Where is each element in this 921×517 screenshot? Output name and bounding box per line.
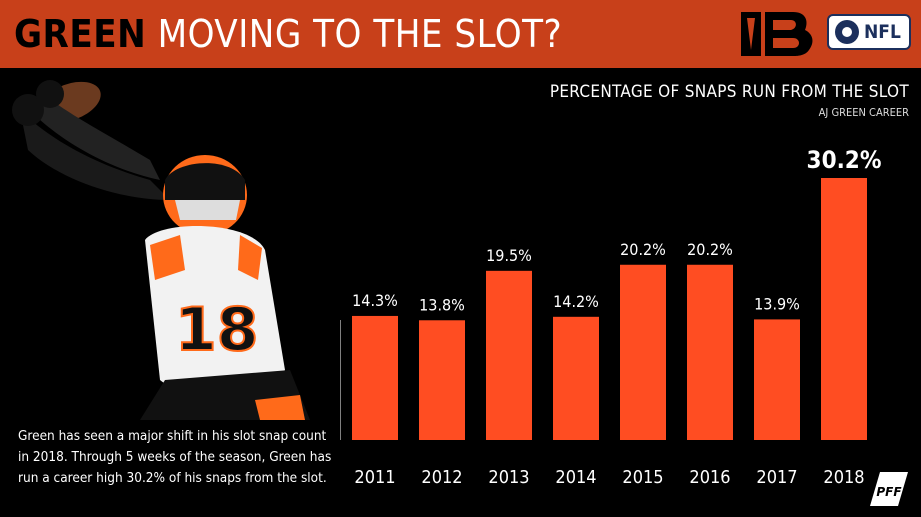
data-label-2014: 14.2% <box>553 292 599 311</box>
data-label-2011: 14.3% <box>352 291 398 310</box>
x-tick-label-2015: 2015 <box>622 467 663 488</box>
bar-chart: 14.3% 2011 13.8% 2012 19.5% 2013 14.2% 2014 20.2… <box>340 146 882 488</box>
page-title: GREEN MOVING TO THE SLOT? <box>14 12 562 56</box>
data-label-2016: 20.2% <box>687 240 733 259</box>
x-tick-label-2013: 2013 <box>488 467 529 488</box>
bar-2012 <box>419 320 465 440</box>
data-label-2018: 30.2% <box>807 146 882 174</box>
caption-text: Green has seen a major shift in his slot… <box>18 428 332 486</box>
bar-2017 <box>754 319 800 440</box>
bar-2014 <box>553 316 599 440</box>
bengals-logo <box>741 12 813 56</box>
bar-2016 <box>687 264 733 440</box>
x-tick-label-2016: 2016 <box>689 467 730 488</box>
x-tick-label-2011: 2011 <box>354 467 395 488</box>
x-tick-label-2018: 2018 <box>823 467 864 488</box>
bar-2013 <box>486 270 532 440</box>
chart-title: PERCENTAGE OF SNAPS RUN FROM THE SLOT <box>549 82 909 102</box>
x-tick-label-2017: 2017 <box>756 467 797 488</box>
svg-text:18: 18 <box>175 295 259 365</box>
cbs-eye-icon <box>835 20 859 44</box>
x-tick-label-2014: 2014 <box>555 467 596 488</box>
chart-subtitle: AJ GREEN CAREER <box>818 106 909 119</box>
bar-2015 <box>620 264 666 440</box>
header-banner: GREEN MOVING TO THE SLOT? NFL <box>0 0 921 68</box>
data-label-2013: 19.5% <box>486 246 532 265</box>
pff-text: PFF <box>876 485 902 499</box>
x-tick-label-2012: 2012 <box>421 467 462 488</box>
data-label-2017: 13.9% <box>754 294 800 313</box>
nfl-text: NFL <box>864 21 901 43</box>
title-highlight: GREEN <box>14 12 147 56</box>
bar-2018 <box>821 178 867 440</box>
data-label-2012: 13.8% <box>419 295 465 314</box>
pff-logo: PFF <box>870 472 908 506</box>
bar-2011 <box>352 315 398 440</box>
cbs-nfl-logo: NFL <box>827 14 911 50</box>
player-photo: 18 <box>12 80 310 420</box>
title-rest: MOVING TO THE SLOT? <box>146 12 563 56</box>
data-label-2015: 20.2% <box>620 240 666 259</box>
